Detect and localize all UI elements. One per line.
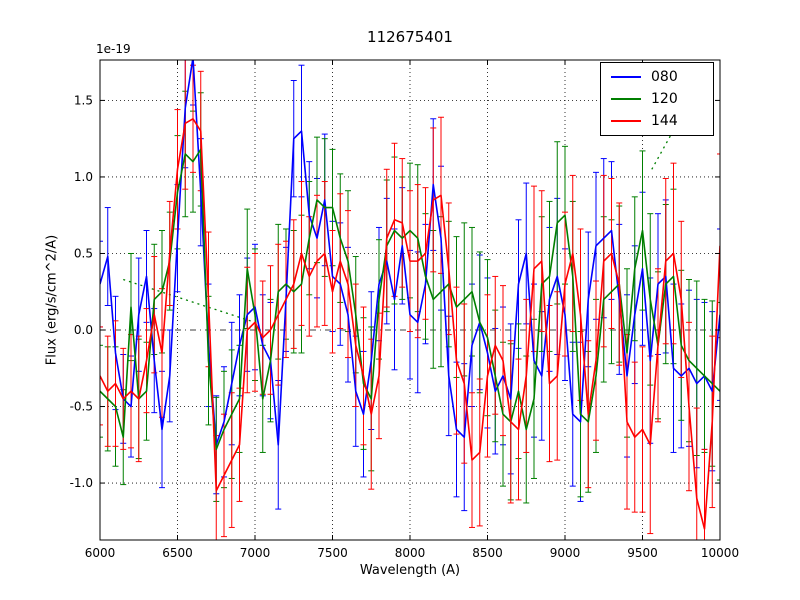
svg-text:10000: 10000 [701,546,739,560]
legend-swatch-green-line [611,98,641,100]
svg-text:1.0: 1.0 [74,170,93,184]
legend: 080 120 144 [600,62,714,136]
legend-label: 144 [651,113,678,129]
svg-text:6500: 6500 [162,546,193,560]
legend-item: 080 [611,69,703,85]
svg-text:9000: 9000 [550,546,581,560]
y-axis-label: Flux (erg/s/cm^2/A) [44,234,60,366]
svg-text:7500: 7500 [317,546,348,560]
legend-item: 120 [611,91,703,107]
svg-text:6000: 6000 [85,546,116,560]
svg-text:8500: 8500 [472,546,503,560]
svg-text:0.5: 0.5 [74,246,93,260]
svg-text:-0.5: -0.5 [70,400,93,414]
svg-text:8000: 8000 [395,546,426,560]
legend-label: 120 [651,91,678,107]
svg-text:0.0: 0.0 [74,323,93,337]
plot-title: 112675401 [367,28,453,46]
x-axis-label: Wavelength (A) [359,563,461,578]
svg-text:9500: 9500 [627,546,658,560]
svg-text:7000: 7000 [240,546,271,560]
legend-item: 144 [611,113,703,129]
svg-text:1.5: 1.5 [74,93,93,107]
svg-text:-1.0: -1.0 [70,476,93,490]
y-axis-offset-label: 1e-19 [96,42,131,56]
legend-label: 080 [651,69,678,85]
legend-swatch-red-line [611,120,641,122]
legend-swatch-blue-line [611,76,641,78]
